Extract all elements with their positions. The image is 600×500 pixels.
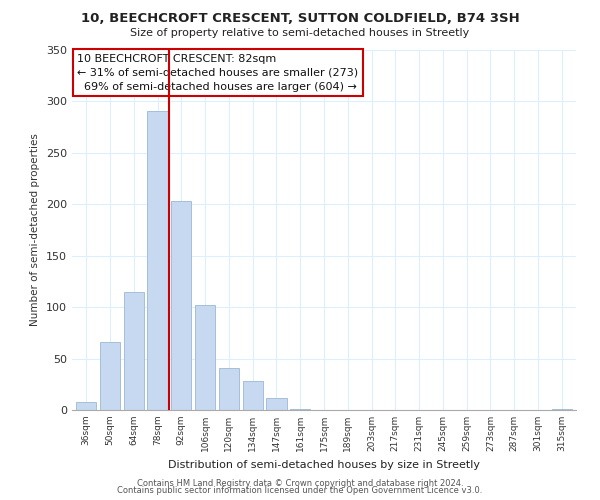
- Text: Contains HM Land Registry data © Crown copyright and database right 2024.: Contains HM Land Registry data © Crown c…: [137, 478, 463, 488]
- Text: Size of property relative to semi-detached houses in Streetly: Size of property relative to semi-detach…: [130, 28, 470, 38]
- Text: 10 BEECHCROFT CRESCENT: 82sqm
← 31% of semi-detached houses are smaller (273)
  : 10 BEECHCROFT CRESCENT: 82sqm ← 31% of s…: [77, 54, 358, 92]
- Bar: [266, 398, 287, 410]
- Bar: [100, 342, 120, 410]
- Text: 10, BEECHCROFT CRESCENT, SUTTON COLDFIELD, B74 3SH: 10, BEECHCROFT CRESCENT, SUTTON COLDFIEL…: [80, 12, 520, 26]
- Bar: [124, 292, 144, 410]
- Bar: [290, 409, 310, 410]
- X-axis label: Distribution of semi-detached houses by size in Streetly: Distribution of semi-detached houses by …: [168, 460, 480, 469]
- Bar: [148, 110, 167, 410]
- Bar: [219, 368, 239, 410]
- Bar: [551, 409, 572, 410]
- Bar: [76, 402, 97, 410]
- Text: Contains public sector information licensed under the Open Government Licence v3: Contains public sector information licen…: [118, 486, 482, 495]
- Y-axis label: Number of semi-detached properties: Number of semi-detached properties: [31, 134, 40, 326]
- Bar: [171, 201, 191, 410]
- Bar: [195, 305, 215, 410]
- Bar: [242, 381, 263, 410]
